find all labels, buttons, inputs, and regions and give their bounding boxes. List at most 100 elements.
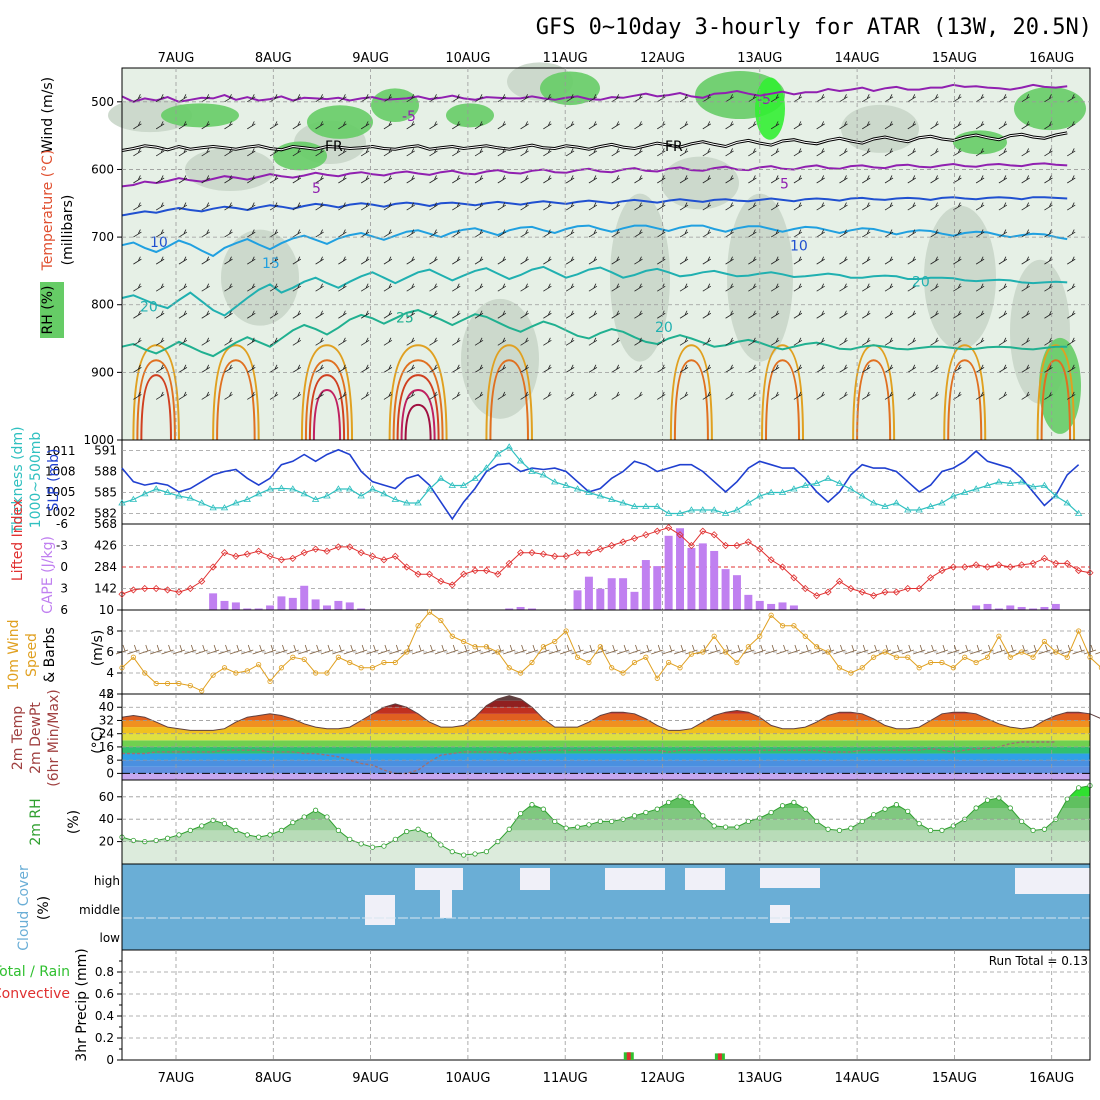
lifted-index-marker [938,567,946,575]
thickness-marker [847,485,855,492]
wind-barb [133,337,142,346]
rh-marker [927,827,934,834]
clear-sky-block [440,888,452,918]
wind-barb [178,148,188,157]
contour-label: 20 [912,274,930,290]
wind-barb [383,364,393,373]
wind-barb [452,121,461,130]
lifted-index-marker [630,534,639,542]
cape-bar [732,575,741,610]
rh-marker [381,843,387,849]
wind-barb [862,256,871,265]
lifted-index-marker [949,563,957,571]
wind-barb [1067,337,1076,346]
wind-barb-10m [1083,644,1097,655]
thickness-marker [311,495,320,502]
wind-barb [793,310,803,319]
rh-marker [893,802,900,808]
wind-barb [543,94,552,103]
thickness-marker [129,495,138,502]
wind-barb [588,229,598,238]
thickness-marker [619,499,627,506]
clear-sky-block [520,868,550,890]
wind-barb [201,94,210,103]
upper-air-units: (millibars) [60,195,76,266]
wind-barb [770,148,780,157]
rh-2m-label: 2m RH [28,798,44,845]
wind-speed-marker [722,649,729,655]
lifted-index-marker [425,570,434,578]
wind-speed-marker [654,675,660,681]
rh-marker [256,834,262,840]
cloud-cover-label: Cloud Cover [16,865,32,951]
rh-marker [791,799,797,806]
slp-thickness-panel: 591 588 585 582 1011 1008 1005 1002 Thickness (d… [10,426,1091,535]
top-date-axis: 7AUG 8AUG 9AUG 10AUG 11AUG 12AUG 13AUG 14AUG 15A… [158,51,1075,66]
wind-barb [269,256,279,265]
wind-10m-panel: 10 8 6 4 2 10m Wind Speed & Barbs (m/s) [6,603,1100,701]
wind-barb [816,94,825,103]
lifted-index-marker [209,563,217,571]
rh-tick-label: 20 [99,835,114,849]
wind-barb [907,310,916,319]
precip-tick-label: 0.4 [95,1009,114,1023]
lifted-index-marker [972,561,980,569]
lifted-index-marker [448,581,456,589]
convective-contour [212,344,260,441]
wind-barb [360,229,370,238]
wind-barb [338,121,347,130]
thickness-marker [778,488,787,495]
wind-barb-10m [685,644,698,655]
lifted-index-marker [1086,569,1094,577]
clear-sky-block [770,905,790,923]
convective-contour [943,344,987,441]
slp-line [121,448,1080,521]
wind-barb [793,391,803,400]
wind-barb [839,256,848,265]
wind-barb [224,229,233,238]
wind-barb [292,94,302,103]
slp-tick-label: 1002 [45,505,76,519]
wind-barb [862,391,871,400]
wind-barb [429,391,438,400]
wind-speed-marker [187,682,193,689]
rh-marker [472,851,478,857]
thickness-marker [1040,481,1049,488]
wind-barb [748,364,757,373]
wind-barb [247,337,256,346]
wind-speed-marker [927,659,934,666]
wind-barb [816,175,825,184]
temp-label-2: 2m DewPt [28,702,44,774]
cape-bar [277,596,286,610]
thickness-marker [118,499,126,506]
wind-barb [770,283,780,292]
wind-speed-marker [415,623,421,629]
wind-speed-marker [119,665,125,671]
wind-barb [702,310,712,319]
rh-marker [1041,826,1048,832]
thickness-marker [995,478,1003,485]
thickness-marker [277,484,286,491]
cape-bar [710,550,719,610]
wind-speed-marker [984,654,991,660]
rh-marker [301,814,307,820]
wind-barb [338,202,347,211]
convective-contour [392,359,444,441]
lifted-index-marker [778,563,787,571]
wind-barb [247,94,256,103]
lifted-index-marker [152,584,160,593]
rh-marker [996,795,1002,801]
date-label-top: 8AUG [255,51,292,66]
wind-barb [793,337,803,346]
rh-marker [836,827,843,834]
lifted-index-marker [1006,563,1014,571]
thickness-marker [721,509,730,516]
wind-speed-marker [1053,649,1059,655]
wind-barb [588,337,598,346]
wind-barb-10m [708,644,721,655]
pressure-tick-label: 500 [91,95,114,109]
rh-marker [244,832,250,838]
wind-barb [565,364,575,373]
thickness-marker [676,509,684,516]
wind-barb [315,202,324,211]
